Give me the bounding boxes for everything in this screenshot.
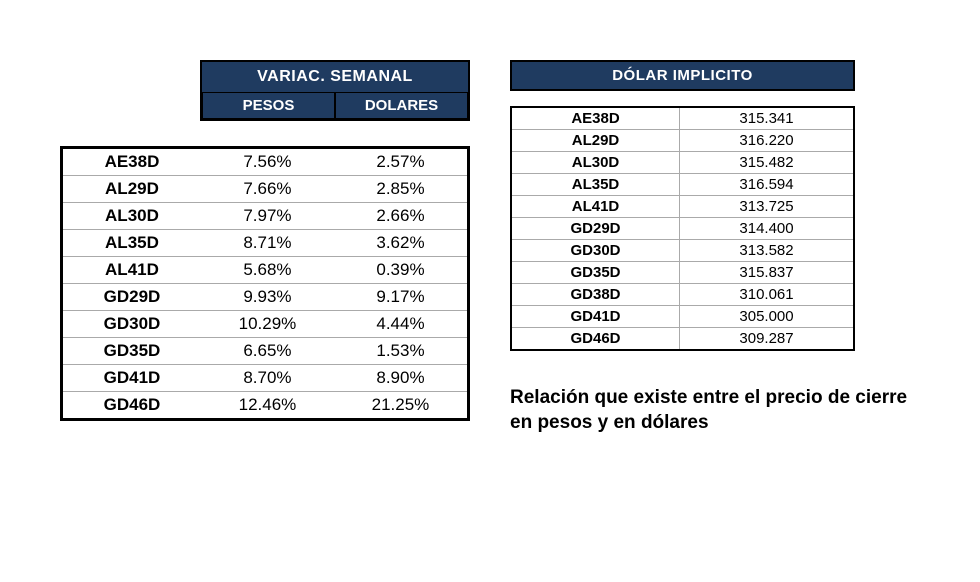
dolar-implicito-panel: DÓLAR IMPLICITO AE38D315.341AL29D316.220…	[510, 60, 910, 435]
dolar-ticker: GD41D	[512, 306, 680, 328]
variac-sub-pesos: PESOS	[202, 92, 335, 119]
variac-pesos-value: 7.66%	[201, 176, 334, 203]
variac-row: GD29D9.93%9.17%	[63, 284, 467, 311]
dolar-value: 313.725	[680, 196, 853, 218]
variac-sub-dolares: DOLARES	[335, 92, 468, 119]
variac-dolares-value: 4.44%	[334, 311, 467, 338]
caption-text: Relación que existe entre el precio de c…	[510, 386, 910, 435]
variac-ticker: AE38D	[63, 149, 201, 176]
variac-ticker: GD46D	[63, 392, 201, 418]
variac-row: GD46D12.46%21.25%	[63, 392, 467, 418]
variac-semanal-panel: VARIAC. SEMANAL PESOS DOLARES AE38D7.56%…	[60, 60, 470, 435]
dolar-row: AL41D313.725	[512, 196, 853, 218]
variac-row: GD41D8.70%8.90%	[63, 365, 467, 392]
variac-dolares-value: 8.90%	[334, 365, 467, 392]
variac-row: AL30D7.97%2.66%	[63, 203, 467, 230]
variac-row: AL35D8.71%3.62%	[63, 230, 467, 257]
variac-row: AL41D5.68%0.39%	[63, 257, 467, 284]
variac-pesos-value: 8.71%	[201, 230, 334, 257]
variac-row: AL29D7.66%2.85%	[63, 176, 467, 203]
dolar-ticker: AL35D	[512, 174, 680, 196]
variac-ticker: AL29D	[63, 176, 201, 203]
dolar-ticker: GD30D	[512, 240, 680, 262]
variac-pesos-value: 5.68%	[201, 257, 334, 284]
variac-dolares-value: 9.17%	[334, 284, 467, 311]
dolar-ticker: GD29D	[512, 218, 680, 240]
dolar-row: AL29D316.220	[512, 130, 853, 152]
dolar-ticker: GD38D	[512, 284, 680, 306]
dolar-value: 316.220	[680, 130, 853, 152]
dolar-value: 305.000	[680, 306, 853, 328]
dolar-title: DÓLAR IMPLICITO	[512, 62, 853, 89]
dolar-value: 315.837	[680, 262, 853, 284]
variac-pesos-value: 7.56%	[201, 149, 334, 176]
dolar-ticker: AL29D	[512, 130, 680, 152]
dolar-header-box: DÓLAR IMPLICITO	[510, 60, 855, 91]
dolar-value: 309.287	[680, 328, 853, 349]
variac-pesos-value: 12.46%	[201, 392, 334, 418]
dolar-row: GD38D310.061	[512, 284, 853, 306]
dolar-value: 310.061	[680, 284, 853, 306]
variac-pesos-value: 6.65%	[201, 338, 334, 365]
variac-table-body: AE38D7.56%2.57%AL29D7.66%2.85%AL30D7.97%…	[60, 146, 470, 421]
variac-row: GD30D10.29%4.44%	[63, 311, 467, 338]
variac-dolares-value: 2.85%	[334, 176, 467, 203]
variac-row: GD35D6.65%1.53%	[63, 338, 467, 365]
variac-ticker: GD30D	[63, 311, 201, 338]
variac-dolares-value: 2.66%	[334, 203, 467, 230]
variac-ticker: AL35D	[63, 230, 201, 257]
variac-dolares-value: 21.25%	[334, 392, 467, 418]
variac-title: VARIAC. SEMANAL	[202, 62, 468, 92]
dolar-row: AL35D316.594	[512, 174, 853, 196]
dolar-table-body: AE38D315.341AL29D316.220AL30D315.482AL35…	[510, 106, 855, 351]
dolar-value: 314.400	[680, 218, 853, 240]
variac-ticker: AL41D	[63, 257, 201, 284]
variac-ticker: GD41D	[63, 365, 201, 392]
dolar-row: GD41D305.000	[512, 306, 853, 328]
dolar-row: GD46D309.287	[512, 328, 853, 349]
variac-dolares-value: 0.39%	[334, 257, 467, 284]
dolar-value: 315.482	[680, 152, 853, 174]
dolar-ticker: AE38D	[512, 108, 680, 130]
dolar-ticker: GD46D	[512, 328, 680, 349]
dolar-ticker: AL41D	[512, 196, 680, 218]
dolar-ticker: GD35D	[512, 262, 680, 284]
variac-dolares-value: 3.62%	[334, 230, 467, 257]
variac-pesos-value: 8.70%	[201, 365, 334, 392]
dolar-row: GD35D315.837	[512, 262, 853, 284]
variac-header-box: VARIAC. SEMANAL PESOS DOLARES	[200, 60, 470, 121]
variac-pesos-value: 7.97%	[201, 203, 334, 230]
variac-ticker: GD35D	[63, 338, 201, 365]
variac-pesos-value: 9.93%	[201, 284, 334, 311]
variac-pesos-value: 10.29%	[201, 311, 334, 338]
variac-ticker: GD29D	[63, 284, 201, 311]
dolar-ticker: AL30D	[512, 152, 680, 174]
variac-row: AE38D7.56%2.57%	[63, 149, 467, 176]
dolar-row: GD29D314.400	[512, 218, 853, 240]
dolar-row: AL30D315.482	[512, 152, 853, 174]
variac-dolares-value: 2.57%	[334, 149, 467, 176]
variac-dolares-value: 1.53%	[334, 338, 467, 365]
dolar-row: GD30D313.582	[512, 240, 853, 262]
dolar-value: 315.341	[680, 108, 853, 130]
variac-subheaders: PESOS DOLARES	[202, 92, 468, 119]
dolar-value: 316.594	[680, 174, 853, 196]
dolar-row: AE38D315.341	[512, 108, 853, 130]
variac-ticker: AL30D	[63, 203, 201, 230]
dolar-value: 313.582	[680, 240, 853, 262]
